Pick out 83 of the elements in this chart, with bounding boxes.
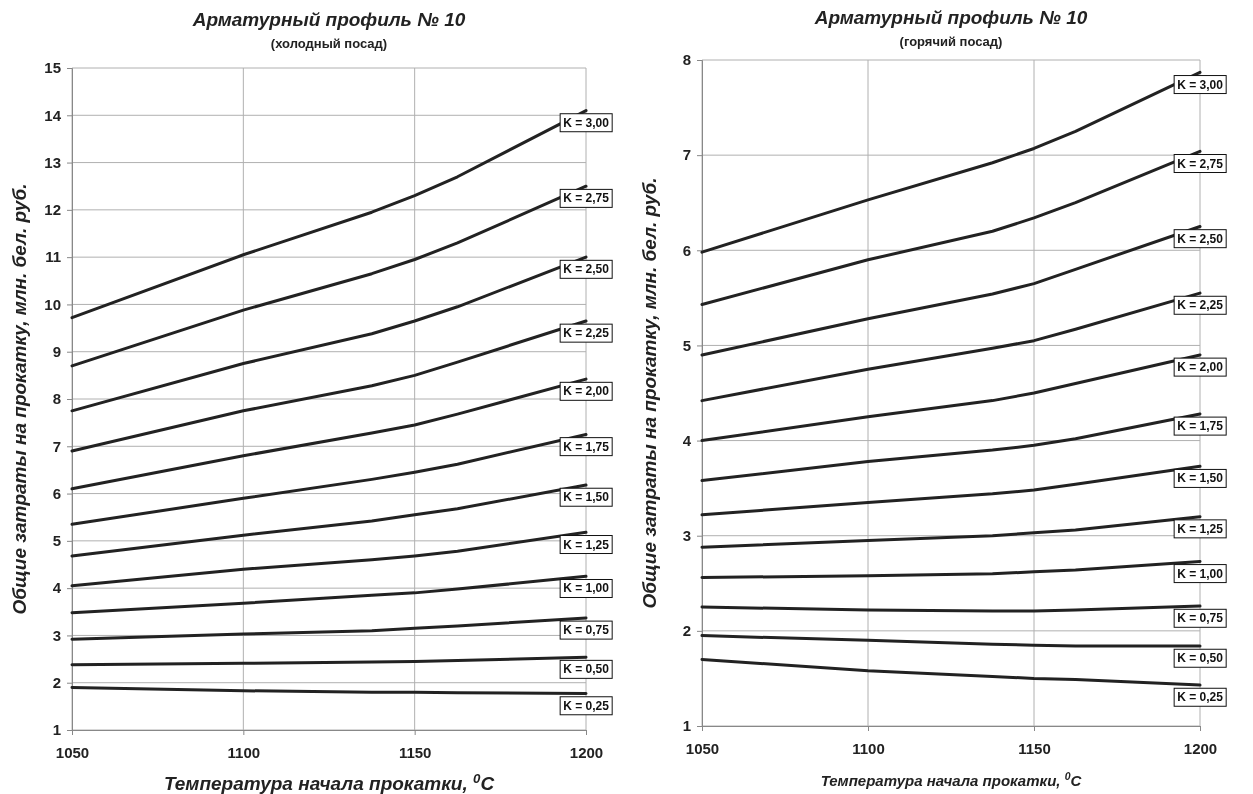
chart-subtitle: (холодный посад)	[270, 36, 388, 51]
line-series	[70, 255, 588, 413]
series-label: K = 2,25	[1177, 298, 1224, 313]
y-tick-label: 4	[682, 431, 692, 449]
line-series	[700, 149, 1202, 307]
y-tick-label: 4	[52, 579, 62, 597]
x-tick-label: 1150	[398, 743, 432, 761]
x-tick-label: 1150	[1018, 739, 1051, 757]
y-tick-label: 1	[682, 717, 691, 735]
x-tick-label: 1200	[569, 743, 604, 761]
y-tick-label: 13	[44, 153, 61, 171]
series-label: K = 3,00	[563, 115, 610, 130]
series-label: K = 1,00	[1177, 566, 1224, 581]
series-label: K = 3,00	[1177, 77, 1224, 92]
series-label: K = 2,00	[563, 384, 610, 399]
series-label: K = 1,00	[563, 581, 610, 596]
y-tick-label: 1	[52, 721, 61, 739]
x-tick-label: 1050	[55, 743, 90, 761]
line-series	[70, 184, 588, 368]
series-label: K = 2,25	[563, 326, 610, 341]
series-label: K = 0,75	[1177, 611, 1224, 626]
y-tick-label: 3	[52, 626, 61, 644]
line-series	[700, 412, 1202, 483]
series-label: K = 2,75	[1177, 156, 1224, 171]
series-label: K = 1,75	[1177, 419, 1224, 434]
chart-title: Арматурный профиль № 10	[813, 7, 1088, 28]
line-series	[700, 70, 1202, 254]
x-tick-label: 1200	[1183, 739, 1218, 757]
y-tick-label: 8	[52, 390, 61, 408]
y-axis-title: Общие затраты на прокатку, млн. бел. руб.	[9, 183, 30, 615]
y-tick-label: 14	[44, 106, 62, 124]
chart-title: Арматурный профиль № 10	[191, 9, 466, 30]
line-series	[70, 574, 588, 615]
y-tick-label: 5	[52, 532, 61, 550]
y-tick-label: 11	[45, 248, 61, 266]
y-tick-label: 2	[52, 674, 61, 692]
y-tick-label: 3	[682, 527, 691, 545]
line-series	[70, 616, 588, 641]
series-label: K = 2,50	[1177, 231, 1224, 246]
series-label: K = 0,75	[563, 623, 610, 638]
x-axis-title: Температура начала прокатки, $^{0}$C	[820, 770, 1083, 789]
x-axis-title: Температура начала прокатки, $^{0}$C	[163, 770, 495, 794]
y-tick-label: 12	[44, 201, 61, 219]
series-label: K = 1,50	[563, 490, 610, 505]
y-tick-label: 6	[682, 241, 691, 259]
series-label: K = 0,25	[1177, 690, 1224, 705]
line-series	[700, 464, 1202, 517]
line-series	[70, 432, 588, 526]
series-label: K = 0,50	[1177, 651, 1224, 666]
line-series	[700, 515, 1202, 549]
line-series	[70, 319, 588, 453]
series-label: K = 2,75	[563, 191, 610, 206]
y-axis-title: Общие затраты на прокатку, млн. бел. руб.	[639, 177, 660, 609]
y-tick-label: 7	[682, 146, 691, 164]
chart-subtitle: (горячий посад)	[899, 34, 1003, 49]
line-series	[70, 377, 588, 491]
line-series	[700, 353, 1202, 443]
series-label: K = 0,50	[563, 662, 610, 677]
line-series	[70, 109, 588, 320]
series-label: K = 2,00	[1177, 360, 1224, 375]
line-series	[700, 634, 1202, 648]
series-label: K = 1,75	[563, 439, 610, 454]
x-tick-label: 1050	[685, 739, 720, 757]
series-label: K = 1,25	[1177, 521, 1224, 536]
line-series	[700, 291, 1202, 403]
line-series	[70, 483, 588, 558]
y-tick-label: 2	[682, 622, 691, 640]
series-label: K = 0,25	[563, 698, 610, 713]
y-tick-label: 8	[682, 51, 691, 69]
y-tick-label: 5	[682, 336, 691, 354]
y-tick-label: 15	[44, 59, 61, 77]
y-tick-label: 6	[52, 484, 61, 502]
series-label: K = 2,50	[563, 262, 610, 277]
series-label: K = 1,25	[563, 537, 610, 552]
y-tick-label: 9	[52, 343, 61, 361]
y-tick-label: 10	[44, 295, 61, 313]
series-label: K = 1,50	[1177, 471, 1224, 486]
line-series	[70, 685, 588, 696]
y-tick-label: 7	[52, 437, 61, 455]
x-tick-label: 1100	[852, 739, 885, 757]
line-series	[700, 559, 1202, 580]
x-tick-label: 1100	[227, 743, 261, 761]
line-series	[700, 225, 1202, 357]
